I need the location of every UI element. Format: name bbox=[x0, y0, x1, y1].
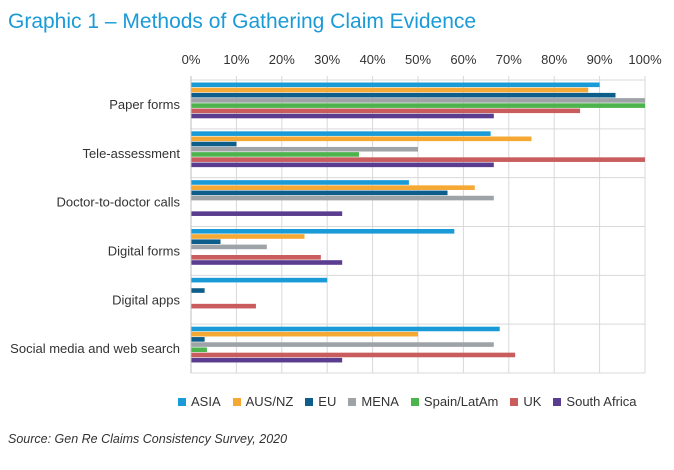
bar-spain-latam bbox=[191, 103, 645, 108]
x-tick-label: 80% bbox=[541, 52, 567, 67]
category-label: Doctor-to-doctor calls bbox=[56, 195, 180, 210]
category-label: Social media and web search bbox=[10, 341, 180, 356]
bar-mena bbox=[191, 146, 418, 152]
legend-swatch bbox=[348, 397, 357, 406]
bar-eu bbox=[191, 337, 205, 342]
legend-swatch bbox=[553, 397, 562, 406]
legend: ASIA AUS/NZ EU MENA Spain/LatAm UK South Afric… bbox=[178, 394, 637, 409]
category-label: Digital forms bbox=[108, 243, 181, 258]
legend-swatch bbox=[305, 397, 314, 406]
bar-aus-nz bbox=[191, 234, 305, 239]
category-label: Tele-assessment bbox=[82, 146, 180, 161]
bar-mena bbox=[191, 342, 494, 347]
legend-label: AUS/NZ bbox=[245, 394, 294, 409]
category-label: Paper forms bbox=[109, 97, 180, 112]
bar-eu bbox=[191, 190, 448, 196]
legend-item: AUS/NZ bbox=[232, 394, 294, 409]
bar-asia bbox=[191, 180, 409, 185]
bar-eu bbox=[191, 239, 221, 244]
bar-aus-nz bbox=[191, 185, 475, 190]
legend-item: Spain/LatAm bbox=[410, 394, 499, 409]
chart-title: Graphic 1 – Methods of Gathering Claim E… bbox=[8, 10, 477, 33]
x-tick-label: 30% bbox=[314, 52, 340, 67]
bar-uk bbox=[191, 352, 516, 358]
legend-item: UK bbox=[510, 394, 541, 409]
bar-mena bbox=[191, 98, 645, 103]
bar-uk bbox=[191, 108, 581, 114]
legend-label: UK bbox=[523, 394, 542, 409]
bar-mena bbox=[191, 195, 494, 201]
x-tick-label: 20% bbox=[269, 52, 295, 67]
bar-south-africa bbox=[191, 211, 343, 216]
bar-spain-latam bbox=[191, 152, 359, 157]
x-tick-label: 0% bbox=[182, 52, 201, 67]
bar-south-africa bbox=[191, 162, 494, 168]
x-tick-label: 50% bbox=[405, 52, 431, 67]
bar-aus-nz bbox=[191, 331, 418, 337]
legend-swatch bbox=[232, 397, 241, 406]
bar-south-africa bbox=[191, 357, 343, 363]
bar-uk bbox=[191, 255, 321, 260]
x-tick-label: 70% bbox=[496, 52, 522, 67]
legend-item: South Africa bbox=[553, 394, 637, 409]
x-tick-label: 40% bbox=[360, 52, 386, 67]
bar-eu bbox=[191, 288, 205, 293]
bar-asia bbox=[191, 131, 491, 136]
legend-swatch bbox=[178, 397, 186, 406]
bar-asia bbox=[191, 277, 328, 283]
bar-mena bbox=[191, 244, 267, 250]
legend-swatch bbox=[510, 397, 519, 406]
legend-item: MENA bbox=[348, 394, 399, 409]
x-tick-label: 10% bbox=[223, 52, 249, 67]
source-note: Source: Gen Re Claims Consistency Survey… bbox=[8, 432, 288, 446]
legend-item: ASIA bbox=[178, 394, 221, 409]
bar-aus-nz bbox=[191, 87, 589, 93]
bar-south-africa bbox=[191, 260, 343, 265]
bar-uk bbox=[191, 157, 645, 162]
x-tick-label: 100% bbox=[628, 52, 662, 67]
bar-eu bbox=[191, 92, 616, 98]
legend-swatch bbox=[410, 397, 419, 406]
legend-label: Spain/LatAm bbox=[423, 394, 499, 409]
legend-item: EU bbox=[305, 394, 336, 409]
bar-uk bbox=[191, 303, 256, 309]
bar-spain-latam bbox=[191, 347, 207, 353]
bar-asia bbox=[191, 326, 500, 332]
bar-asia bbox=[191, 82, 600, 88]
x-tick-label: 60% bbox=[450, 52, 476, 67]
legend-label: ASIA bbox=[191, 394, 221, 409]
bar-south-africa bbox=[191, 113, 494, 119]
bar-aus-nz bbox=[191, 136, 532, 142]
x-tick-label: 90% bbox=[587, 52, 613, 67]
bar-eu bbox=[191, 141, 237, 147]
legend-label: MENA bbox=[361, 394, 399, 409]
legend-label: EU bbox=[318, 394, 337, 409]
bar-asia bbox=[191, 229, 455, 234]
category-label: Digital apps bbox=[112, 292, 180, 307]
legend-label: South Africa bbox=[566, 394, 637, 409]
